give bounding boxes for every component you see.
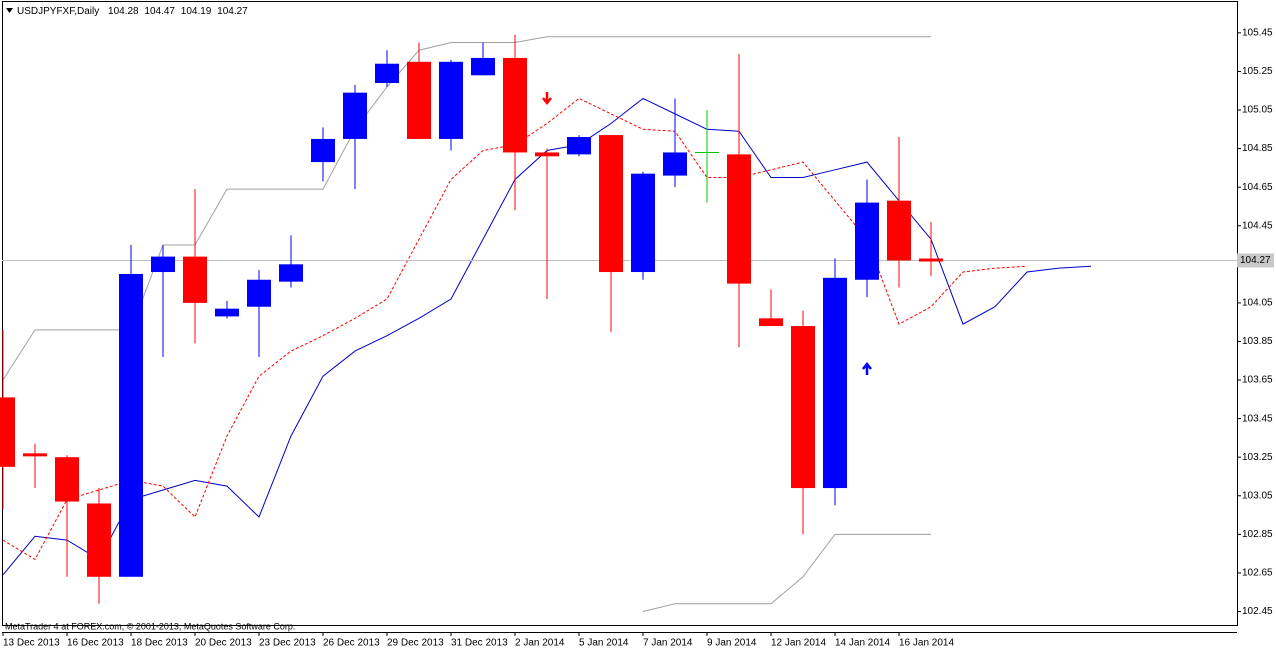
candle-body: [343, 92, 367, 139]
y-tick-label: 103.65: [1242, 375, 1273, 386]
candle-body: [823, 277, 847, 489]
x-tick-label: 16 Dec 2013: [67, 638, 124, 649]
x-tick-label: 2 Jan 2014: [515, 638, 565, 649]
candle-body: [919, 258, 943, 262]
x-tick-label: 20 Dec 2013: [195, 638, 252, 649]
sell-arrow: [542, 92, 552, 106]
x-tick-label: 31 Dec 2013: [451, 638, 508, 649]
x-tick-label: 29 Dec 2013: [387, 638, 444, 649]
x-tick-label: 18 Dec 2013: [131, 638, 188, 649]
candle-body: [215, 308, 239, 317]
candle-body: [471, 57, 495, 76]
candle-body: [375, 63, 399, 84]
x-tick-label: 14 Jan 2014: [835, 638, 890, 649]
candle-body: [0, 397, 15, 467]
candle-body: [599, 135, 623, 273]
x-tick-label: 23 Dec 2013: [259, 638, 316, 649]
candle-body: [311, 138, 335, 163]
candles: [0, 34, 943, 604]
price-label: 104.27: [1240, 255, 1271, 266]
menu-triangle: [6, 8, 13, 13]
candle-body: [759, 318, 783, 327]
candle-body: [887, 200, 911, 261]
header: USDJPYFXF,Daily 104.28 104.47 104.19 104…: [17, 6, 248, 17]
header-close: 104.27: [217, 6, 248, 17]
candle-body: [279, 264, 303, 282]
y-tick-label: 102.65: [1242, 568, 1273, 579]
candle-body: [727, 154, 751, 284]
indicator-line: [642, 533, 931, 612]
y-tick-label: 105.45: [1242, 28, 1273, 39]
candle-body: [663, 152, 687, 176]
candle-body: [855, 202, 879, 280]
y-tick-label: 105.25: [1242, 66, 1273, 77]
candle-body: [439, 61, 463, 139]
y-tick-label: 105.05: [1242, 105, 1273, 116]
candle-body: [407, 61, 431, 139]
credit: MetaTrader 4 at FOREX.com, © 2001-2013, …: [5, 621, 295, 631]
x-tick-label: 16 Jan 2014: [899, 638, 954, 649]
candle-body: [151, 256, 175, 273]
candle-body: [567, 137, 591, 155]
header-open: 104.28: [108, 6, 139, 17]
y-tick-label: 103.25: [1242, 452, 1273, 463]
x-tick-label: 9 Jan 2014: [707, 638, 757, 649]
candle-body: [247, 279, 271, 307]
x-tick-label: 13 Dec 2013: [3, 638, 60, 649]
x-tick-label: 12 Jan 2014: [771, 638, 826, 649]
candle-body: [55, 457, 79, 502]
candle-body: [535, 152, 559, 157]
candle-body: [503, 57, 527, 153]
x-tick-label: 26 Dec 2013: [323, 638, 380, 649]
header-low: 104.19: [181, 6, 212, 17]
candle-body: [791, 326, 815, 489]
y-tick-label: 104.05: [1242, 298, 1273, 309]
candle-body: [183, 256, 207, 303]
x-tick-label: 7 Jan 2014: [643, 638, 693, 649]
symbol-title: USDJPYFXF,Daily: [17, 6, 99, 17]
candle-body: [23, 453, 47, 457]
candle-body: [87, 503, 111, 577]
buy-arrow: [862, 361, 872, 375]
y-tick-label: 103.45: [1242, 413, 1273, 424]
y-tick-label: 102.85: [1242, 529, 1273, 540]
x-tick-label: 5 Jan 2014: [579, 638, 629, 649]
y-tick-label: 104.65: [1242, 182, 1273, 193]
y-tick-label: 103.05: [1242, 490, 1273, 501]
candle-body: [119, 273, 143, 577]
y-tick-label: 104.45: [1242, 220, 1273, 231]
price-label-box: [1237, 253, 1274, 268]
header-high: 104.47: [144, 6, 175, 17]
y-tick-label: 104.85: [1242, 143, 1273, 154]
plot-frame: [2, 1, 1238, 626]
y-tick-label: 102.45: [1242, 606, 1273, 617]
candle-body: [631, 173, 655, 273]
y-tick-label: 103.85: [1242, 336, 1273, 347]
